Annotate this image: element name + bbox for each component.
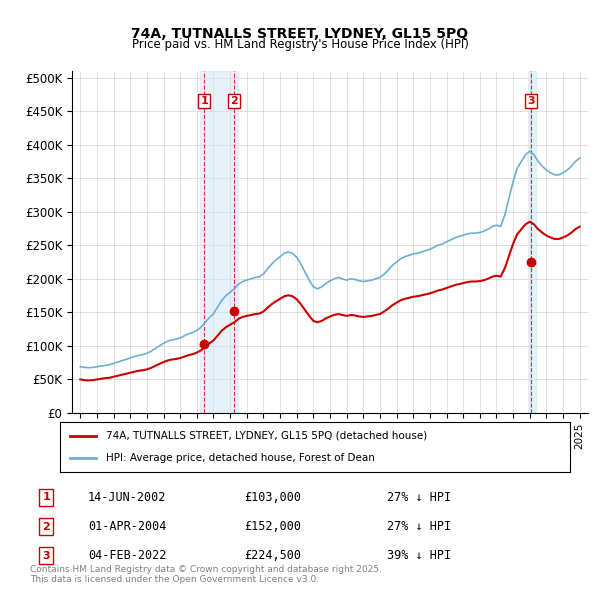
Text: 14-JUN-2002: 14-JUN-2002 xyxy=(88,491,166,504)
Text: 01-APR-2004: 01-APR-2004 xyxy=(88,520,166,533)
Text: 27% ↓ HPI: 27% ↓ HPI xyxy=(387,520,451,533)
Text: 04-FEB-2022: 04-FEB-2022 xyxy=(88,549,166,562)
Text: 74A, TUTNALLS STREET, LYDNEY, GL15 5PQ (detached house): 74A, TUTNALLS STREET, LYDNEY, GL15 5PQ (… xyxy=(106,431,427,441)
Text: 3: 3 xyxy=(527,96,535,106)
Text: Price paid vs. HM Land Registry's House Price Index (HPI): Price paid vs. HM Land Registry's House … xyxy=(131,38,469,51)
Text: 2: 2 xyxy=(43,522,50,532)
Text: 2: 2 xyxy=(230,96,238,106)
Text: £224,500: £224,500 xyxy=(245,549,302,562)
Bar xyxy=(200,71,238,413)
Text: 1: 1 xyxy=(43,493,50,502)
Text: HPI: Average price, detached house, Forest of Dean: HPI: Average price, detached house, Fore… xyxy=(106,453,375,463)
Text: Contains HM Land Registry data © Crown copyright and database right 2025.
This d: Contains HM Land Registry data © Crown c… xyxy=(30,565,382,584)
Text: 1: 1 xyxy=(200,96,208,106)
Text: 74A, TUTNALLS STREET, LYDNEY, GL15 5PQ: 74A, TUTNALLS STREET, LYDNEY, GL15 5PQ xyxy=(131,27,469,41)
Text: £103,000: £103,000 xyxy=(245,491,302,504)
Text: 3: 3 xyxy=(43,551,50,560)
Text: 39% ↓ HPI: 39% ↓ HPI xyxy=(387,549,451,562)
Text: 27% ↓ HPI: 27% ↓ HPI xyxy=(387,491,451,504)
Text: £152,000: £152,000 xyxy=(245,520,302,533)
Bar xyxy=(528,71,536,413)
